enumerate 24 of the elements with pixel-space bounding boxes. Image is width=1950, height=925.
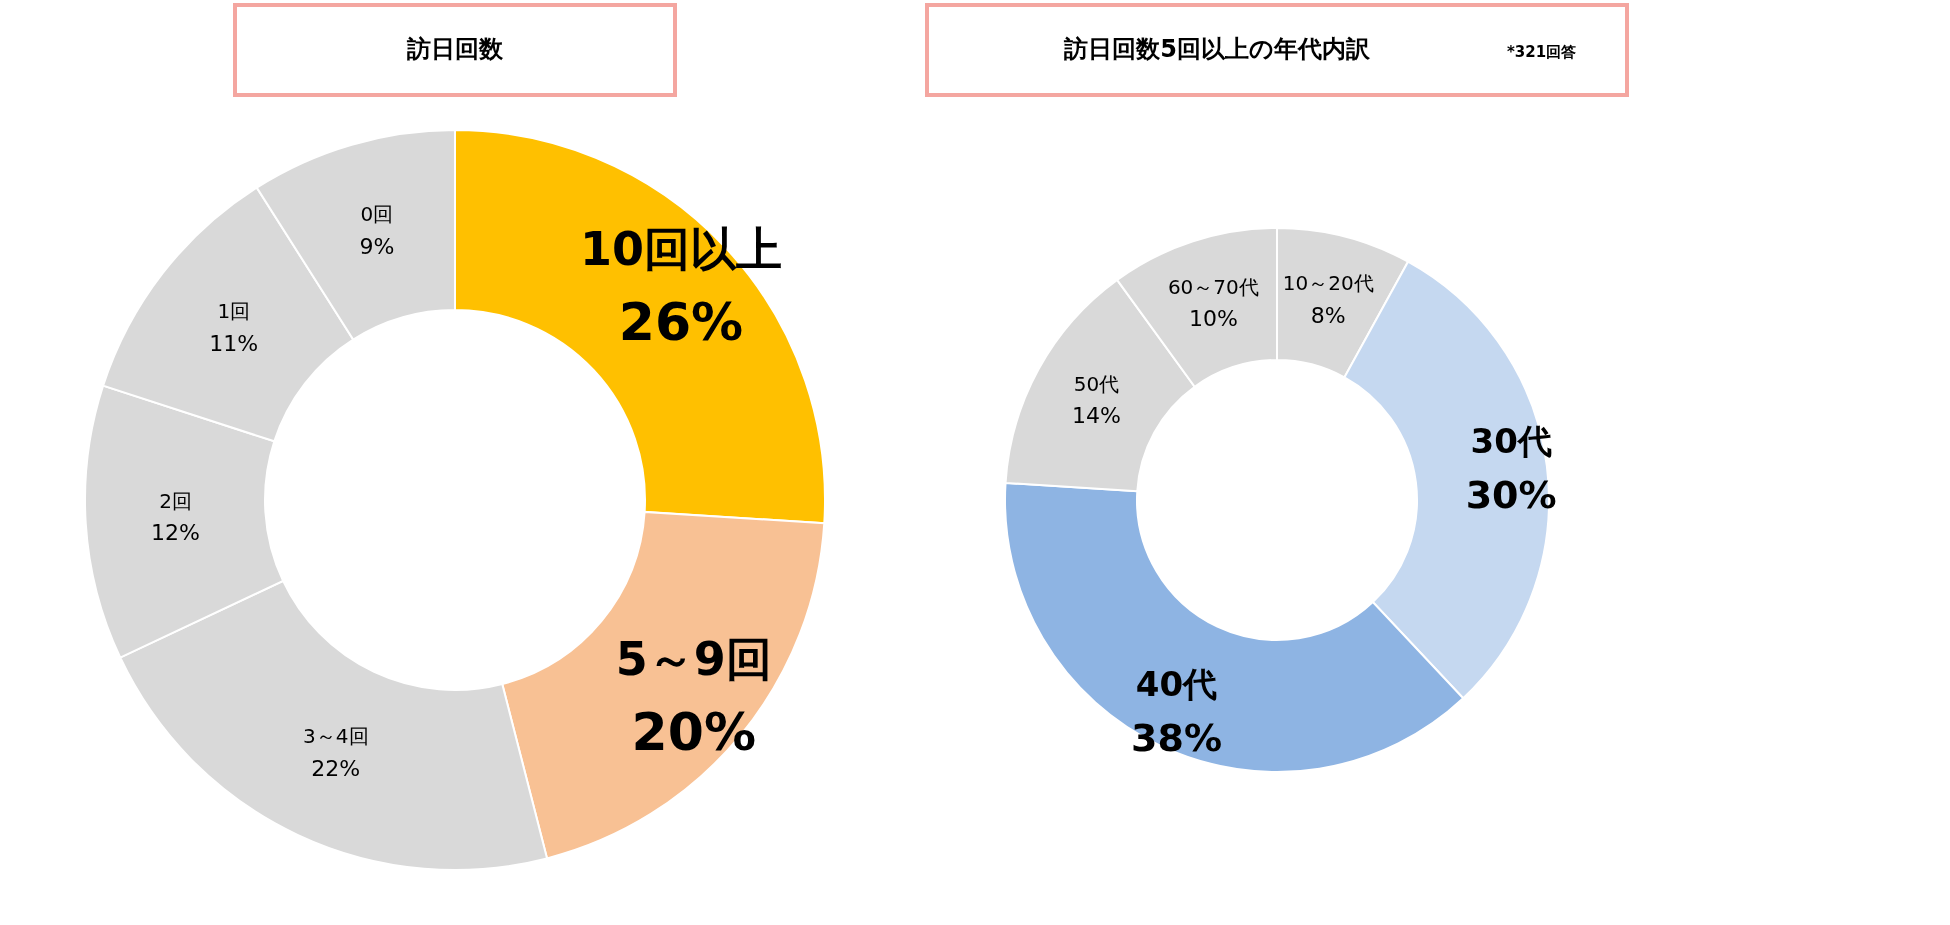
slice-label: 30代 [1470, 421, 1552, 462]
text: *321回答 [1507, 43, 1577, 61]
data-label: 10% [1188, 306, 1238, 332]
slice-label: 1回 [217, 299, 251, 324]
data-label: 20% [631, 702, 757, 762]
slice-label: 3～4回 [303, 724, 369, 749]
slice-label: 2回 [159, 488, 192, 513]
data-label: 11% [209, 330, 259, 356]
slice-label: 0回 [360, 202, 394, 227]
data-label: 38% [1131, 716, 1222, 761]
data-label: 30% [1465, 473, 1557, 518]
data-label: 26% [618, 292, 744, 353]
slice-label: 40代 [1135, 664, 1218, 705]
data-label: 9% [359, 233, 395, 259]
data-label: 14% [1072, 403, 1121, 429]
chart-title: 訪日回数5回以上の年代内訳 [1063, 35, 1371, 63]
data-label: 12% [151, 519, 201, 545]
data-label: 8% [1310, 302, 1346, 328]
slice-label: 5～9回 [615, 631, 772, 686]
chart-title: 訪日回数 [406, 35, 504, 63]
data-label: 22% [311, 755, 361, 781]
slice-label: 50代 [1073, 371, 1120, 396]
slice-label: 10～20代 [1282, 271, 1374, 296]
slice-label: 60～70代 [1167, 275, 1259, 300]
